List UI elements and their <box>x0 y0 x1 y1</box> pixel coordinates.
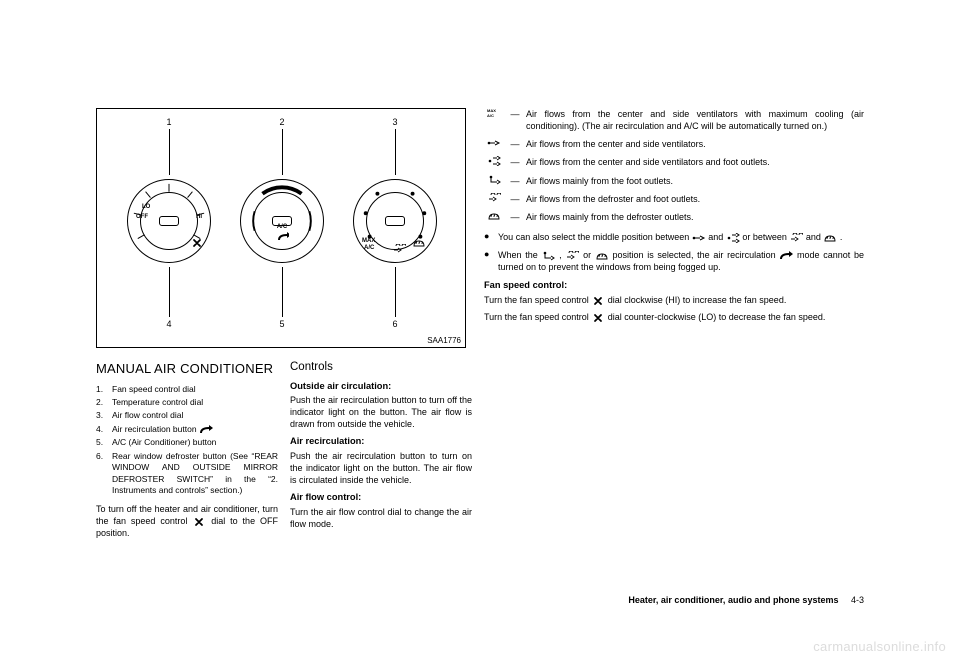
topic-heading: Air recirculation: <box>290 435 472 448</box>
defrost-icon <box>823 233 837 243</box>
list-item: Air recirculation button <box>112 424 197 434</box>
fan-icon <box>591 313 605 323</box>
callout-5: 5 <box>277 319 287 329</box>
paragraph: To turn off the heater and air condition… <box>96 503 278 539</box>
face-icon <box>692 233 706 243</box>
dial-label-max: MAX <box>362 238 375 244</box>
callout-line <box>282 267 283 317</box>
list-item: Fan speed control dial <box>112 384 196 394</box>
callout-3: 3 <box>390 117 400 127</box>
fan-speed-dial: LO OFF HI <box>127 179 211 263</box>
dial-label-ac: A/C <box>277 224 287 230</box>
sub-heading: Controls <box>290 360 472 376</box>
list-item: Air flows from the center and side venti… <box>526 138 864 150</box>
list-item: Air flows from the center and side venti… <box>526 108 864 132</box>
callout-6: 6 <box>390 319 400 329</box>
left-column: MANUAL AIR CONDITIONER 1.Fan speed contr… <box>96 360 278 598</box>
list-item: Air flow control dial <box>112 410 278 421</box>
defrost-icon <box>487 211 501 221</box>
page-footer: Heater, air conditioner, audio and phone… <box>628 595 864 605</box>
parts-list: 1.Fan speed control dial 2.Temperature c… <box>96 384 278 497</box>
callout-4: 4 <box>164 319 174 329</box>
list-item: Air flows from the center and side venti… <box>526 156 864 168</box>
bilevel-icon <box>726 233 740 243</box>
topic-heading: Fan speed control: <box>484 279 864 292</box>
climate-control-figure: 1 2 3 LO OFF HI <box>96 108 466 348</box>
dial-label-lo: LO <box>142 204 150 210</box>
bilevel-icon <box>487 156 501 166</box>
airflow-dial: MAX A/C <box>353 179 437 263</box>
topic-heading: Outside air circulation: <box>290 380 472 393</box>
defrost-icon <box>595 251 609 261</box>
footdef-icon <box>565 251 579 261</box>
section-heading: MANUAL AIR CONDITIONER <box>96 360 278 378</box>
list-item: Air flows mainly from the foot outlets. <box>526 175 864 187</box>
list-item: Air flows from the defroster and foot ou… <box>526 193 864 205</box>
callout-1: 1 <box>164 117 174 127</box>
list-item: Rear window defroster button (See “REAR … <box>112 451 278 497</box>
callout-line <box>395 267 396 317</box>
paragraph: Turn the fan speed control dial clockwis… <box>484 294 864 306</box>
footdef-icon <box>487 193 501 203</box>
page: 1 2 3 LO OFF HI <box>96 108 864 603</box>
watermark: carmanualsonline.info <box>813 639 946 654</box>
paragraph: Turn the fan speed control dial counter-… <box>484 311 864 323</box>
notes-list: ●You can also select the middle position… <box>484 231 864 273</box>
foot-icon <box>541 251 555 261</box>
defrost-icon <box>412 238 426 248</box>
recirc-icon <box>277 232 289 240</box>
list-item: You can also select the middle position … <box>498 231 864 243</box>
callout-line <box>169 267 170 317</box>
list-item: Air flows mainly from the defroster outl… <box>526 211 864 223</box>
foot-icon <box>487 175 501 185</box>
recirc-icon <box>199 425 213 435</box>
middle-column: Controls Outside air circulation: Push t… <box>290 360 472 598</box>
dial-label-maxac: A/C <box>364 245 374 251</box>
figure-code: SAA1776 <box>427 336 461 345</box>
temperature-dial: A/C <box>240 179 324 263</box>
callout-line <box>169 129 170 175</box>
footdef-icon <box>392 244 406 254</box>
fan-icon <box>591 296 605 306</box>
section-title: Heater, air conditioner, audio and phone… <box>628 595 838 605</box>
callout-line <box>395 129 396 175</box>
fan-icon <box>192 517 206 527</box>
list-item: When the , or position is selected, the … <box>498 249 864 273</box>
page-number: 4-3 <box>851 595 864 605</box>
right-column: —Air flows from the center and side vent… <box>484 108 864 598</box>
topic-heading: Air flow control: <box>290 491 472 504</box>
face-icon <box>487 138 501 148</box>
list-item: Temperature control dial <box>112 397 278 408</box>
footdef-icon <box>789 233 803 243</box>
callout-2: 2 <box>277 117 287 127</box>
callout-line <box>282 129 283 175</box>
paragraph: Push the air recirculation button to tur… <box>290 394 472 430</box>
dial-label-off: OFF <box>136 214 148 220</box>
maxac-icon <box>487 108 501 118</box>
paragraph: Turn the air flow control dial to change… <box>290 506 472 530</box>
paragraph: Push the air recirculation button to tur… <box>290 450 472 486</box>
fan-icon <box>190 238 202 248</box>
recirc-icon <box>779 251 793 261</box>
airflow-mode-list: —Air flows from the center and side vent… <box>484 108 864 223</box>
dial-label-hi: HI <box>196 214 202 220</box>
list-item: A/C (Air Conditioner) button <box>112 437 278 448</box>
